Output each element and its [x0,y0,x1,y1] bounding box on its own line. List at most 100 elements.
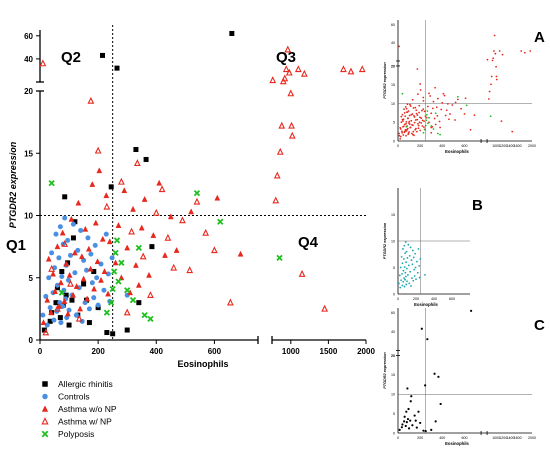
data-point [101,268,108,275]
panel-a-point [442,92,445,95]
panel-b-point [399,266,402,269]
panel-y-tick-label: 40 [391,330,395,334]
data-point [105,290,111,297]
data-point [112,259,119,266]
y-tick-label: 15 [24,149,33,158]
data-point [129,297,137,304]
panel-c-point [407,407,410,411]
panel-a-point [413,121,416,124]
data-point [85,245,92,252]
data-point [146,271,152,278]
x-tick-label: 400 [150,347,164,356]
panel-a-point [405,125,408,128]
panel-x-axis-title: Eosinophils [445,441,469,446]
panel-c: 0 200 400 600 1000 1200 1400 1600 20000510152020… [383,308,545,446]
data-point [39,59,47,67]
data-point [82,225,89,232]
data-point [51,317,57,323]
panel-a-point [416,68,419,70]
data-point [130,205,136,212]
panel-b-point [408,282,411,285]
data-point [112,249,119,256]
data-point [149,244,155,250]
panel-a-point [419,129,422,132]
panel-a-point [402,134,405,136]
panel-a-point [407,132,410,135]
panel-x-tick-label: 0 [397,144,399,148]
panel-b-point [407,274,409,276]
panel-a-point [405,107,408,110]
panel-y-axis-title: PTGDR2 expression [383,62,387,99]
panel-a-point [425,119,428,122]
panel-a-point [446,102,449,105]
panel-a-point [490,75,493,78]
panel-a-point [424,115,427,118]
data-point [103,231,109,237]
data-point [53,300,59,306]
data-point [150,232,157,238]
data-point [59,229,66,236]
panel-a-point [419,89,422,91]
legend-marker-controls [42,393,48,400]
panel-x-tick-label: 200 [417,144,423,148]
panel-a-point [434,86,437,89]
x-tick-label: 0 [38,347,43,356]
panel-a-point [401,118,404,121]
panel-x-tick-label: 2000 [528,144,536,148]
panel-a-point [402,125,405,128]
panel-y-tick-label: 40 [391,41,395,45]
panel-a-point [456,98,459,101]
panel-a-point [417,127,420,130]
panel-a-point [433,117,436,120]
data-point [167,213,174,220]
panel-a-point [412,107,415,109]
panel-a-point [423,120,425,123]
y-tick-label: 60 [24,32,33,41]
panel-a: 0 200 400 600 1000 1200 1400 1600 20000510152020… [383,20,545,154]
data-point [227,298,234,306]
panel-x-tick-label: 600 [461,144,467,148]
panel-a-point [430,112,433,115]
panel-b-point [405,261,407,264]
panel-a-point [421,119,424,122]
panel-c-point [409,400,412,403]
data-point [46,275,52,281]
panel-c-point [424,384,427,387]
panel-b-point [405,275,407,278]
data-point [114,65,120,71]
legend-label-asthma-w-np: Asthma w/ NP [58,417,112,427]
panel-b-point [404,241,407,243]
panel-c-point [409,419,412,422]
data-point [109,255,115,261]
panel-b-point [400,256,403,258]
series-allergic-rhinitis [41,30,235,337]
data-point [128,227,135,235]
panel-a-point [486,58,489,61]
data-point [229,30,235,36]
panel-b-point [404,278,406,281]
panel-a-point [406,103,409,106]
panel-a-point [412,133,414,136]
panel-a-point [493,50,495,52]
panel-a-point [410,132,413,135]
panel-b-point [400,279,403,282]
data-point [92,219,99,226]
quadrant-label-q1: Q1 [6,237,26,254]
data-point [73,283,80,289]
legend: Allergic rhinitis Controls Asthma w/o NP As… [41,379,117,439]
data-point [124,327,130,333]
panel-b-point [403,266,406,268]
panel-a-point [436,132,439,135]
data-point [276,254,283,261]
data-point [91,269,97,275]
panel-c-point [419,421,422,425]
panel-b-point [412,279,415,282]
panel-a-point [425,116,428,119]
panel-a-point [415,112,418,115]
x-tick-label: 200 [91,347,105,356]
panel-a-point [439,126,441,129]
panel-a-point [529,50,532,52]
data-point [63,292,69,298]
panel-a-point [439,133,441,136]
panel-a-point [403,111,406,114]
